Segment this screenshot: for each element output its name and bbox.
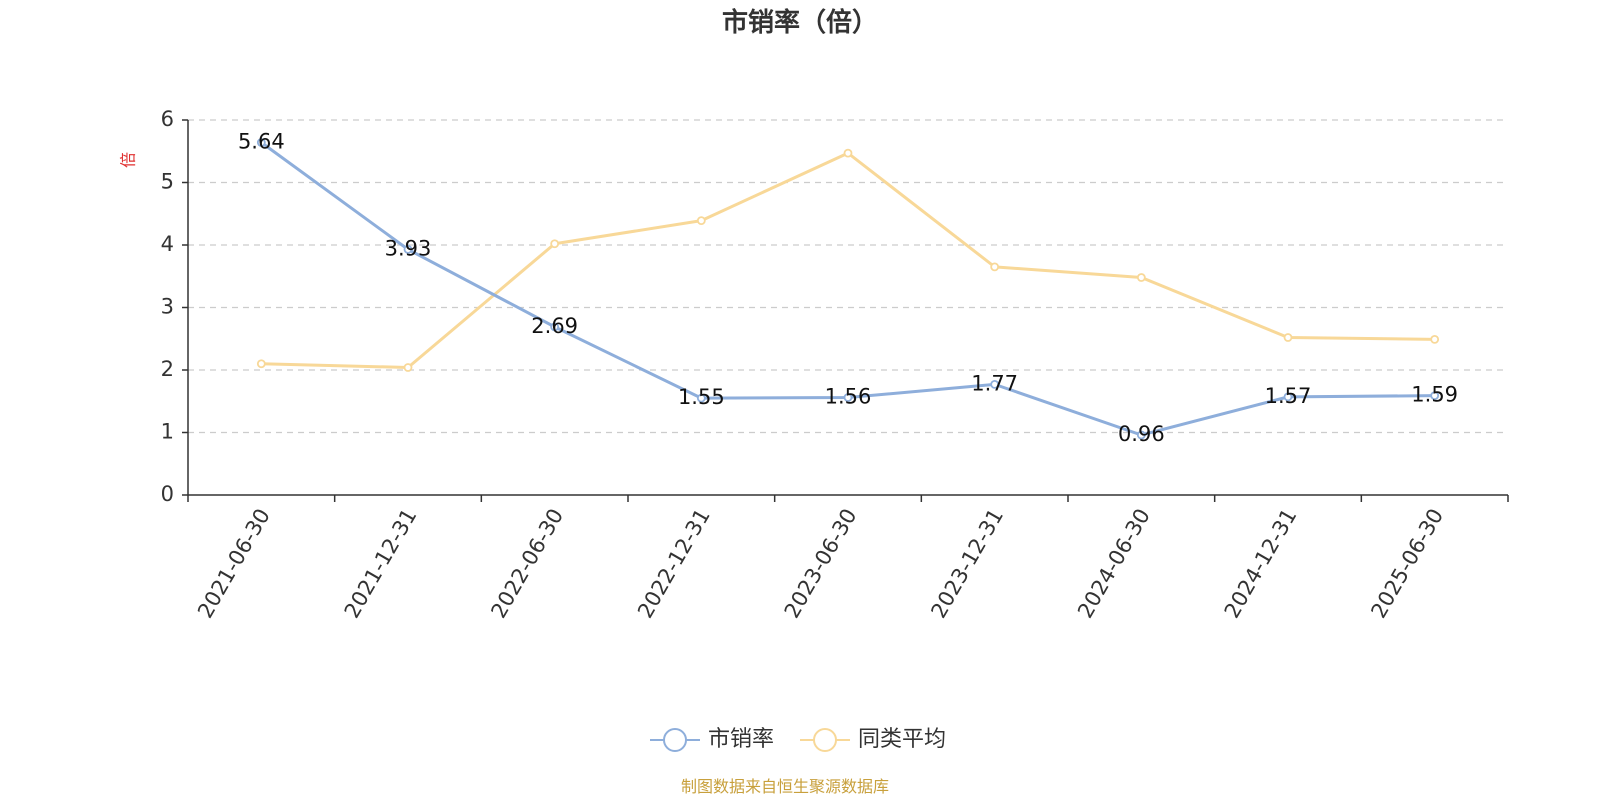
series-point bbox=[1430, 334, 1440, 344]
series-point bbox=[1283, 392, 1293, 402]
x-tick-label: 2021-12-31 bbox=[340, 505, 422, 623]
data-label: 3.93 bbox=[385, 236, 432, 260]
series-point bbox=[1136, 273, 1146, 282]
y-tick-label: 2 bbox=[161, 357, 174, 381]
x-tick-label: 2022-12-31 bbox=[633, 505, 715, 623]
x-tick-label: 2022-06-30 bbox=[486, 505, 568, 623]
series-point bbox=[1430, 391, 1440, 401]
axes: 0 1 2 3 4 5 6 2021-06-30 2021-12-31 2022-06-30 202… bbox=[161, 107, 1509, 623]
series-line bbox=[261, 151, 1435, 369]
x-tick-label: 2023-12-31 bbox=[926, 505, 1008, 623]
data-label: 1.56 bbox=[825, 385, 872, 409]
data-label: 1.55 bbox=[678, 385, 725, 409]
series-point bbox=[550, 239, 560, 249]
series-point bbox=[256, 359, 266, 369]
legend-marker bbox=[813, 728, 837, 752]
data-label: 1.77 bbox=[971, 371, 1018, 395]
data-labels: 5.64 3.93 2.69 1.55 1.56 1.77 0.96 1.57 1.59 bbox=[238, 130, 1458, 447]
y-tick-label: 0 bbox=[161, 482, 174, 506]
data-label: 1.57 bbox=[1265, 384, 1312, 408]
x-tick-label: 2024-06-30 bbox=[1073, 505, 1155, 623]
series-point bbox=[696, 216, 706, 226]
data-label: 5.64 bbox=[238, 130, 285, 154]
source-note: 制图数据来自恒生聚源数据库 bbox=[681, 777, 889, 796]
x-tick-label: 2025-06-30 bbox=[1366, 505, 1448, 623]
x-tick-label: 2023-06-30 bbox=[780, 505, 862, 623]
legend-label: 同类平均 bbox=[858, 727, 946, 752]
y-axis-unit-label: 倍 bbox=[119, 152, 138, 168]
legend-item[interactable]: 同类平均 bbox=[800, 727, 946, 752]
series-lines bbox=[256, 138, 1440, 440]
legend-label: 市销率 bbox=[708, 727, 774, 752]
y-tick-label: 6 bbox=[161, 107, 174, 131]
x-tick-label: 2024-12-31 bbox=[1220, 505, 1302, 623]
series-point bbox=[843, 148, 853, 158]
chart-title: 市销率（倍） bbox=[722, 7, 878, 38]
y-tick-label: 3 bbox=[161, 295, 174, 319]
series-point bbox=[256, 138, 266, 147]
series-point bbox=[1283, 333, 1293, 342]
y-tick-label: 1 bbox=[161, 420, 174, 444]
x-tick-label: 2021-06-30 bbox=[193, 505, 275, 623]
series-point bbox=[843, 393, 853, 402]
series-point bbox=[403, 363, 413, 372]
series-point bbox=[990, 262, 1000, 272]
legend-marker bbox=[663, 728, 687, 752]
y-tick-label: 5 bbox=[161, 170, 174, 194]
series-point bbox=[403, 244, 413, 254]
data-label: 1.59 bbox=[1411, 383, 1458, 407]
data-label: 2.69 bbox=[531, 314, 578, 338]
series-point bbox=[1136, 430, 1146, 440]
data-label: 0.96 bbox=[1118, 422, 1165, 446]
series-point bbox=[550, 322, 560, 332]
legend-item[interactable]: 市销率 bbox=[650, 727, 774, 752]
series-point bbox=[990, 379, 1000, 389]
series-point bbox=[696, 393, 706, 403]
legend[interactable]: 市销率 同类平均 bbox=[650, 727, 946, 752]
y-tick-label: 4 bbox=[161, 232, 174, 256]
